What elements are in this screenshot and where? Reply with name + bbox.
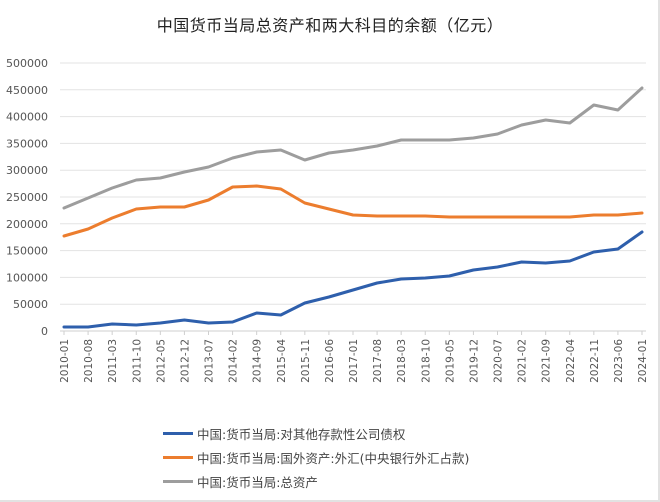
x-tick-label: 2014-09: [252, 339, 264, 383]
x-tick-label: 2011-03: [107, 339, 119, 383]
x-tick-label: 2010-01: [59, 339, 71, 383]
y-tick-label: 200000: [6, 218, 48, 231]
x-tick-label: 2012-05: [155, 339, 167, 383]
x-tick-label: 2019-12: [468, 339, 480, 383]
x-tick-label: 2011-10: [131, 339, 143, 383]
y-tick-label: 300000: [6, 164, 48, 177]
legend-item-forex: 中国:货币当局:国外资产:外汇(中央银行外汇占款): [163, 445, 469, 469]
x-tick-label: 2022-04: [565, 339, 577, 383]
legend-swatch-gray: [163, 479, 193, 483]
x-tick-label: 2018-10: [420, 339, 432, 383]
x-tick-label: 2015-11: [300, 339, 312, 383]
legend-label: 中国:货币当局:总资产: [197, 474, 318, 490]
x-tick-label: 2019-05: [444, 339, 456, 383]
legend-swatch-blue: [163, 431, 193, 435]
legend-swatch-orange: [163, 455, 193, 459]
legend-item-claims-on-banks: 中国:货币当局:对其他存款性公司债权: [163, 421, 469, 445]
x-tick-label: 2017-08: [372, 339, 384, 383]
x-tick-label: 2014-02: [228, 339, 240, 383]
y-tick-label: 400000: [6, 111, 48, 124]
x-tick-label: 2016-06: [324, 339, 336, 383]
x-tick-label: 2022-11: [589, 339, 601, 383]
line-chart: 0 50000 100000 150000 200000 250000 300000 3500…: [6, 57, 649, 383]
x-tick-label: 2018-03: [396, 339, 408, 383]
y-tick-label: 100000: [6, 271, 48, 284]
x-tick-label: 2015-04: [276, 339, 288, 383]
x-tick-label: 2024-01: [637, 339, 649, 383]
series-line: [62, 184, 644, 238]
y-tick-label: 0: [41, 325, 48, 338]
x-tick-label: 2021-09: [541, 339, 553, 383]
y-tick-label: 50000: [13, 298, 48, 311]
y-tick-label: 150000: [6, 245, 48, 258]
y-tick-label: 500000: [6, 57, 48, 70]
y-axis: 0 50000 100000 150000 200000 250000 300000 3500…: [6, 57, 48, 338]
x-tick-label: 2023-06: [613, 339, 625, 383]
x-axis: 2010-01 2010-08 2011-03 2011-10 2012-05 2012-…: [59, 331, 649, 383]
x-tick-label: 2012-12: [179, 339, 191, 383]
x-tick-label: 2017-01: [348, 339, 360, 383]
legend: 中国:货币当局:对其他存款性公司债权 中国:货币当局:国外资产:外汇(中央银行外…: [163, 421, 469, 493]
x-tick-label: 2010-08: [83, 339, 95, 383]
gridlines: [60, 62, 646, 332]
legend-label: 中国:货币当局:对其他存款性公司债权: [197, 426, 406, 442]
legend-label: 中国:货币当局:国外资产:外汇(中央银行外汇占款): [197, 450, 470, 466]
x-tick-label: 2021-02: [517, 339, 529, 383]
y-tick-label: 350000: [6, 137, 48, 150]
series-line: [62, 230, 644, 329]
legend-item-total-assets: 中国:货币当局:总资产: [163, 469, 469, 493]
x-tick-label: 2020-07: [493, 339, 505, 383]
series-line: [62, 86, 644, 210]
y-tick-label: 250000: [6, 191, 48, 204]
x-tick-label: 2013-07: [204, 339, 216, 383]
y-tick-label: 450000: [6, 84, 48, 97]
series-lines: [62, 86, 644, 329]
chart-title: 中国货币当局总资产和两大科目的余额（亿元）: [156, 16, 504, 35]
